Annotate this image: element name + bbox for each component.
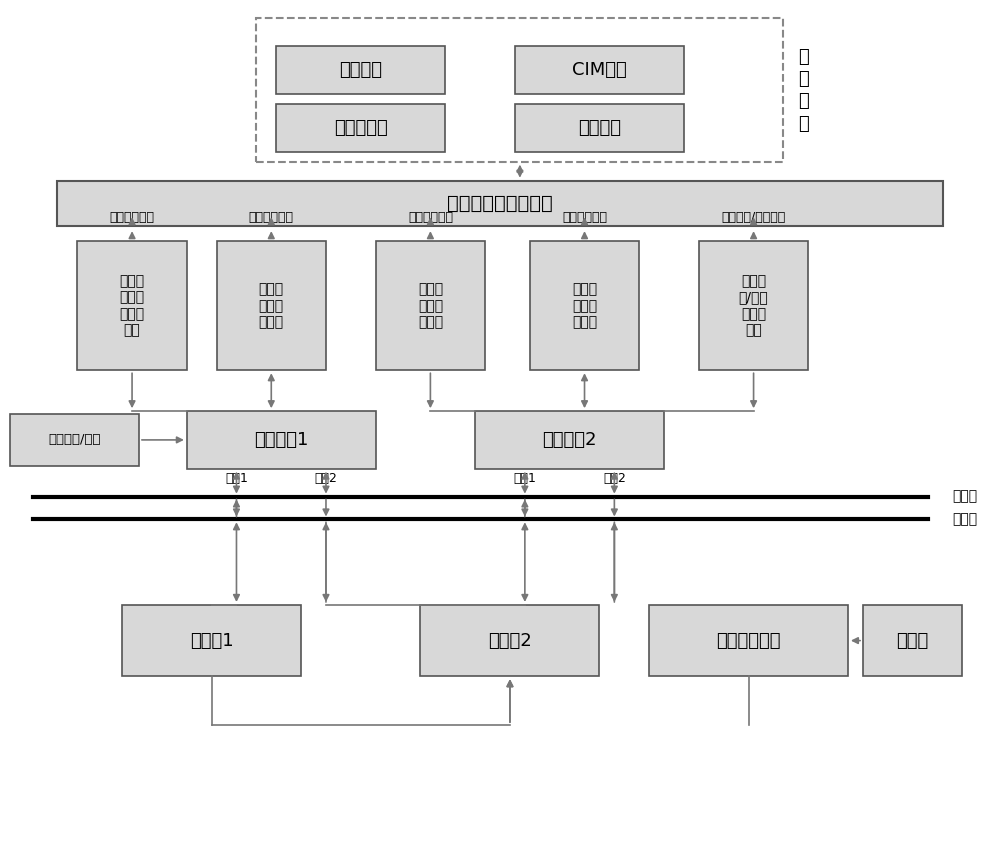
Text: 二平面: 二平面 [952, 512, 978, 527]
Text: 前置服务1: 前置服务1 [254, 431, 308, 449]
Bar [276, 104, 445, 152]
Text: 前置服务2: 前置服务2 [542, 431, 597, 449]
Text: 接收启
动/终止
命令并
下发: 接收启 动/终止 命令并 下发 [739, 274, 768, 337]
Bar [276, 47, 445, 95]
Text: 接收召唤命令: 接收召唤命令 [110, 211, 155, 224]
Bar [77, 241, 187, 371]
Bar [515, 47, 684, 95]
Bar [515, 104, 684, 152]
Bar [57, 181, 943, 227]
Text: 接收点
表召唤
命令并
下发: 接收点 表召唤 命令并 下发 [119, 274, 145, 337]
Text: 自
动
对
点: 自 动 对 点 [798, 48, 809, 133]
Text: 链路2: 链路2 [603, 472, 626, 485]
Text: 客户端: 客户端 [897, 631, 929, 649]
Bar [699, 241, 808, 371]
Bar [863, 605, 962, 676]
Bar [649, 605, 848, 676]
Text: 链路2: 链路2 [315, 472, 337, 485]
Bar [530, 241, 639, 371]
Bar [420, 605, 599, 676]
Text: 基于多链路消息总线: 基于多链路消息总线 [447, 194, 553, 213]
Bar [217, 241, 326, 371]
Text: CIM管理: CIM管理 [572, 61, 627, 79]
Text: 接收遥
信命令
并下发: 接收遥 信命令 并下发 [259, 283, 284, 329]
Text: 接收遥信命令: 接收遥信命令 [249, 211, 294, 224]
Bar [187, 412, 376, 469]
Bar [376, 241, 485, 371]
Text: 接收启动/终止命令: 接收启动/终止命令 [721, 211, 786, 224]
Text: 点表召唤/校核: 点表召唤/校核 [48, 434, 101, 446]
Text: 远动机2: 远动机2 [488, 631, 532, 649]
Text: 接收遥控命令: 接收遥控命令 [562, 211, 607, 224]
Bar [10, 414, 139, 466]
Text: 接收遥
控命令
并下发: 接收遥 控命令 并下发 [572, 283, 597, 329]
Text: 模拟发信装置: 模拟发信装置 [716, 631, 781, 649]
Bar [256, 18, 783, 162]
Text: 接收遥
测命令
并下发: 接收遥 测命令 并下发 [418, 283, 443, 329]
Text: 远动机1: 远动机1 [190, 631, 233, 649]
Text: 接收遥测命令: 接收遥测命令 [408, 211, 453, 224]
Bar [475, 412, 664, 469]
Text: 多链路管理: 多链路管理 [334, 119, 388, 137]
Text: 链路1: 链路1 [225, 472, 248, 485]
Text: 对点验收: 对点验收 [339, 61, 382, 79]
Text: 一平面: 一平面 [952, 490, 978, 504]
Text: 消息管理: 消息管理 [578, 119, 621, 137]
Bar [122, 605, 301, 676]
Text: 链路1: 链路1 [513, 472, 536, 485]
